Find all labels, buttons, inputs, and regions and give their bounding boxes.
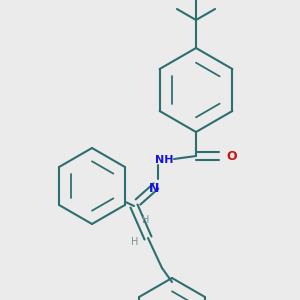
Text: O: O — [227, 149, 237, 163]
Text: N: N — [149, 182, 159, 196]
Text: H: H — [142, 215, 150, 225]
Text: H: H — [131, 237, 139, 247]
Text: NH: NH — [155, 155, 173, 165]
